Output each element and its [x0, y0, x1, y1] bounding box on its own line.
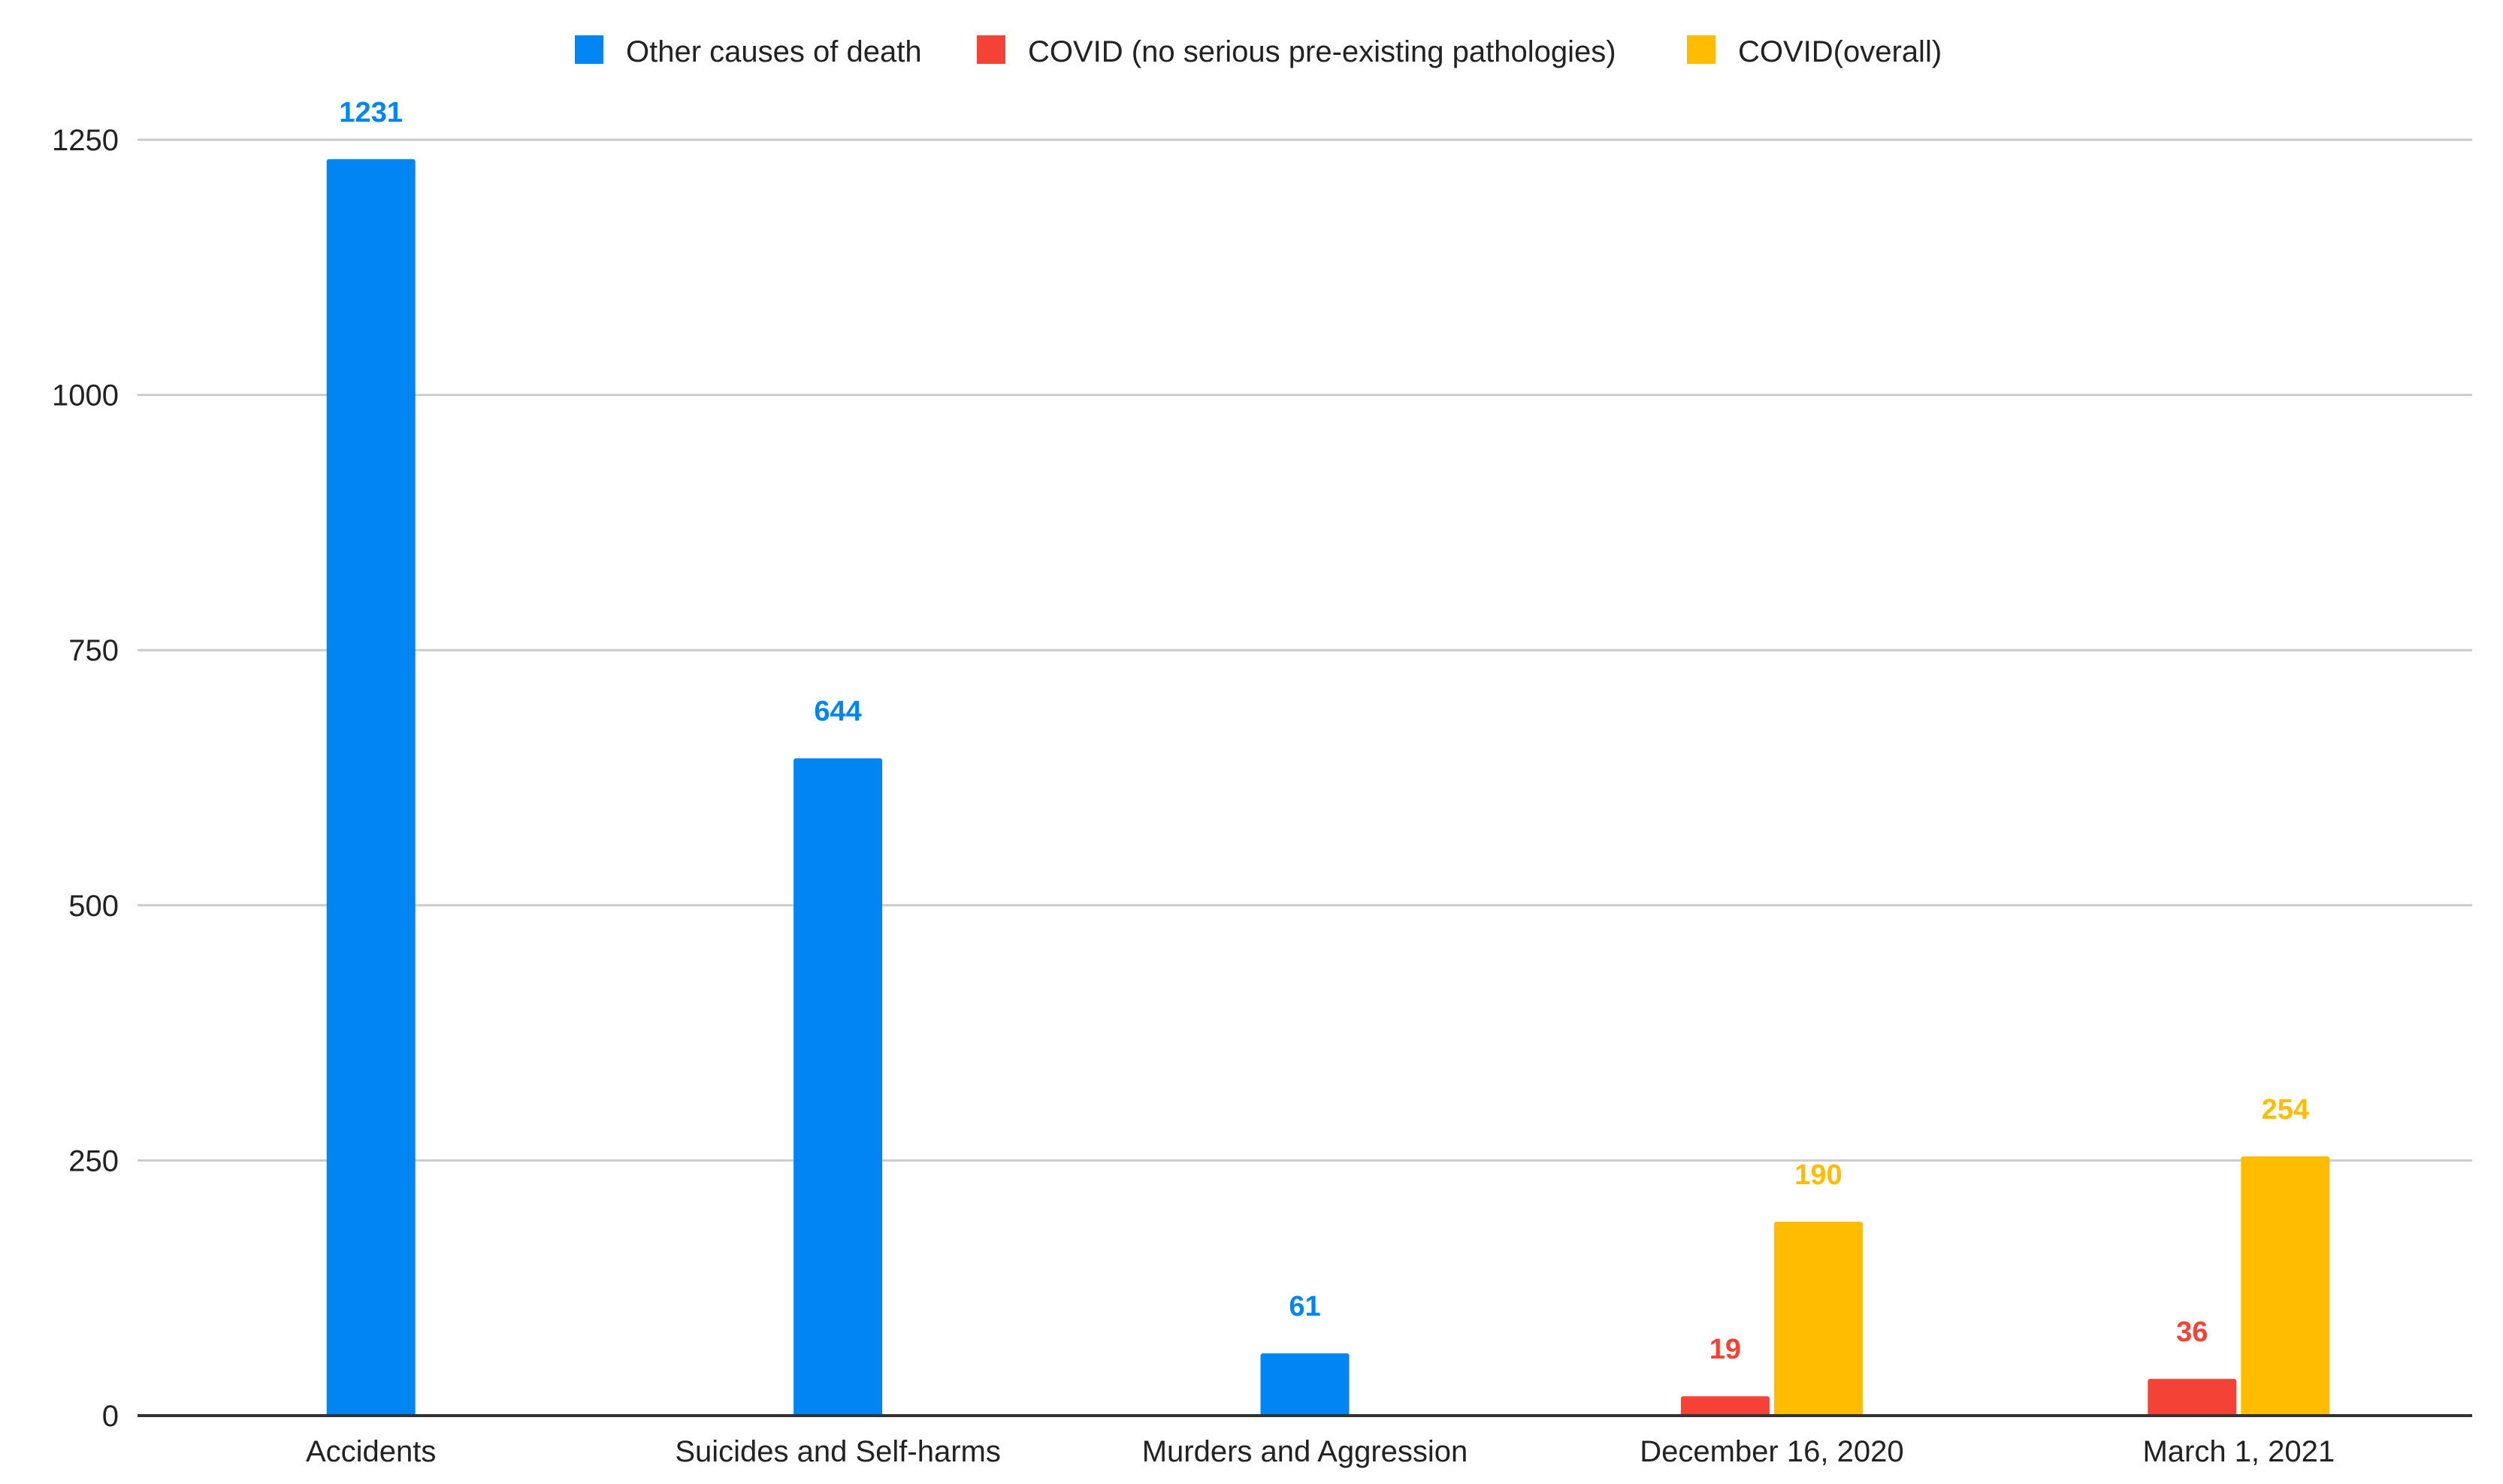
- x-tick-label: Suicides and Self-harms: [675, 1435, 1001, 1468]
- legend-swatch: [1687, 35, 1716, 64]
- bar-covid-no-serious-pre-existing-pathologies-march-1-2021: [2148, 1379, 2237, 1416]
- x-tick-label: Accidents: [306, 1435, 436, 1468]
- x-tick-label: March 1, 2021: [2142, 1435, 2335, 1468]
- bar-covid-overall-march-1-2021: [2241, 1156, 2330, 1416]
- legend-item-other-causes-of-death[interactable]: Other causes of death: [575, 35, 922, 68]
- legend-item-covid-no-serious-pre-existing-pathologies[interactable]: COVID (no serious pre-existing pathologi…: [977, 35, 1616, 68]
- bar-other-causes-of-death-suicides-and-self-harms: [794, 758, 883, 1416]
- bar-other-causes-of-death-murders-and-aggression: [1260, 1353, 1350, 1416]
- x-tick-label: December 16, 2020: [1640, 1435, 1903, 1468]
- y-axis-tick-labels: 0 250 500 750 1000 1250: [52, 124, 119, 1433]
- data-label-covid-no-serious-pre-existing-pathologies-march-1-2021: 36: [2176, 1316, 2208, 1348]
- y-tick-label: 1250: [52, 124, 119, 157]
- data-label-other-causes-of-death-accidents: 1231: [339, 97, 403, 128]
- legend-swatch: [575, 35, 603, 64]
- y-tick-label: 1000: [52, 379, 119, 413]
- data-label-covid-no-serious-pre-existing-pathologies-december-16-2020: 19: [1709, 1334, 1741, 1365]
- data-label-other-causes-of-death-murders-and-aggression: 61: [1289, 1291, 1320, 1322]
- legend-label: Other causes of death: [626, 35, 922, 68]
- bar-other-causes-of-death-accidents: [326, 159, 416, 1416]
- y-tick-label: 0: [102, 1400, 119, 1433]
- legend: Other causes of death COVID (no serious p…: [575, 35, 1942, 68]
- y-tick-label: 500: [68, 890, 119, 923]
- x-tick-label: Murders and Aggression: [1142, 1435, 1468, 1468]
- data-labels: 1231 644 61 19 190 36 254: [339, 97, 2309, 1365]
- data-label-covid-overall-march-1-2021: 254: [2262, 1094, 2309, 1126]
- legend-label: COVID(overall): [1738, 35, 1942, 68]
- y-tick-label: 750: [68, 634, 119, 667]
- gridlines: [138, 138, 2472, 1162]
- data-label-covid-overall-december-16-2020: 190: [1794, 1159, 1842, 1191]
- bar-covid-overall-december-16-2020: [1773, 1221, 1863, 1416]
- bar-covid-no-serious-pre-existing-pathologies-december-16-2020: [1680, 1396, 1770, 1416]
- legend-item-covid-overall[interactable]: COVID(overall): [1687, 35, 1942, 68]
- legend-label: COVID (no serious pre-existing pathologi…: [1028, 35, 1616, 68]
- bars: [326, 159, 2330, 1416]
- y-tick-label: 250: [68, 1144, 119, 1177]
- legend-swatch: [977, 35, 1005, 64]
- x-axis-tick-labels: Accidents Suicides and Self-harms Murders …: [306, 1435, 2335, 1468]
- data-label-other-causes-of-death-suicides-and-self-harms: 644: [814, 696, 861, 727]
